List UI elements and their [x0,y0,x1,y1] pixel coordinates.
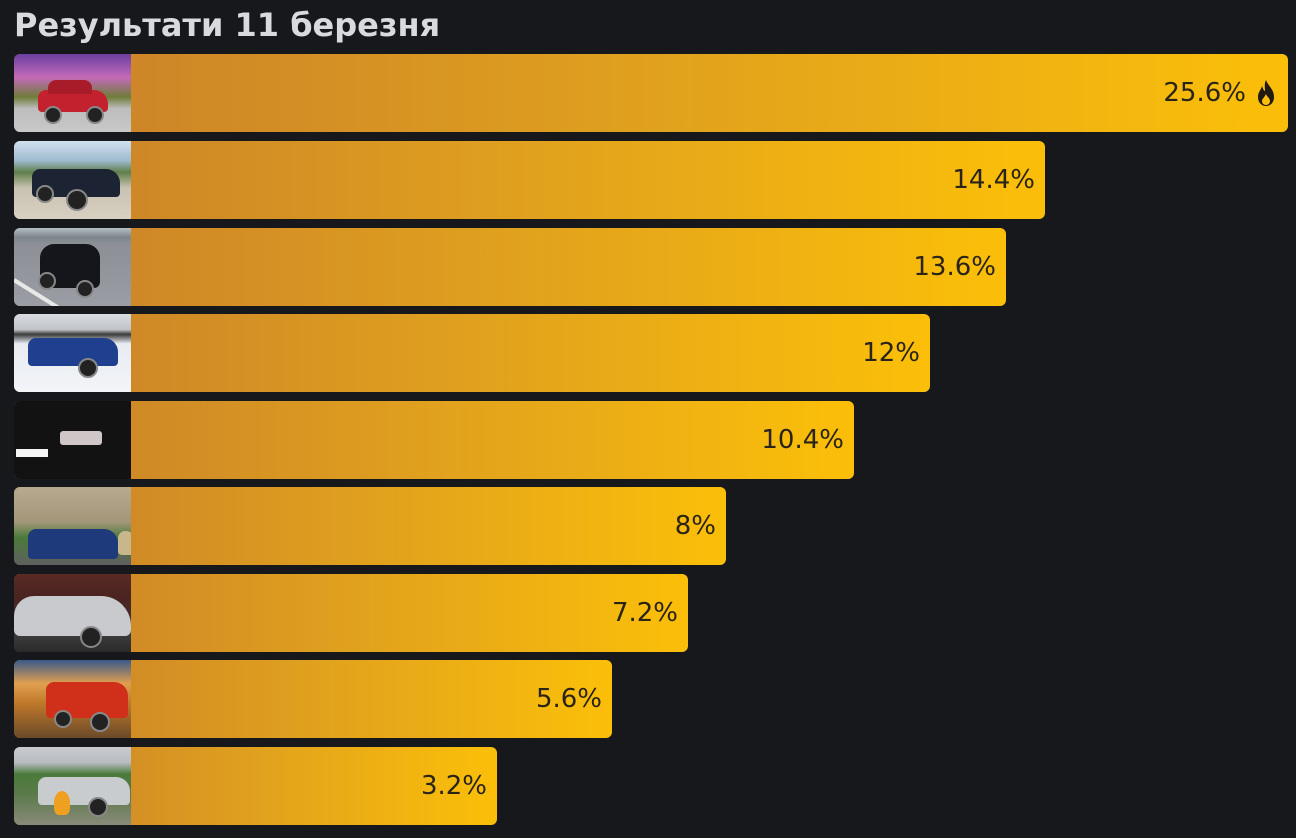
value-label: 7.2% [611,598,678,628]
fire-icon [1258,80,1274,106]
page-title: Результати 11 березня [14,6,441,44]
result-bar: 5.6% [14,660,612,738]
car-thumbnail [14,401,131,479]
result-bar: 10.4% [14,401,854,479]
result-bar: 8% [14,487,726,565]
result-bar: 14.4% [14,141,1045,219]
result-bar: 7.2% [14,574,688,652]
car-thumbnail [14,141,131,219]
car-thumbnail [14,747,131,825]
car-thumbnail [14,574,131,652]
car-thumbnail [14,228,131,306]
value-label: 12% [862,338,920,368]
result-bar: 12% [14,314,930,392]
value-label: 25.6% [1163,78,1246,108]
value-label: 14.4% [952,165,1035,195]
car-thumbnail [14,660,131,738]
car-thumbnail [14,314,131,392]
value-label: 13.6% [913,252,996,282]
result-bar: 3.2% [14,747,497,825]
value-label: 5.6% [535,684,602,714]
car-thumbnail [14,487,131,565]
value-label: 3.2% [420,771,487,801]
result-bar: 25.6% [14,54,1288,132]
result-bar: 13.6% [14,228,1006,306]
value-label: 10.4% [761,425,844,455]
car-thumbnail [14,54,131,132]
value-label: 8% [674,511,716,541]
